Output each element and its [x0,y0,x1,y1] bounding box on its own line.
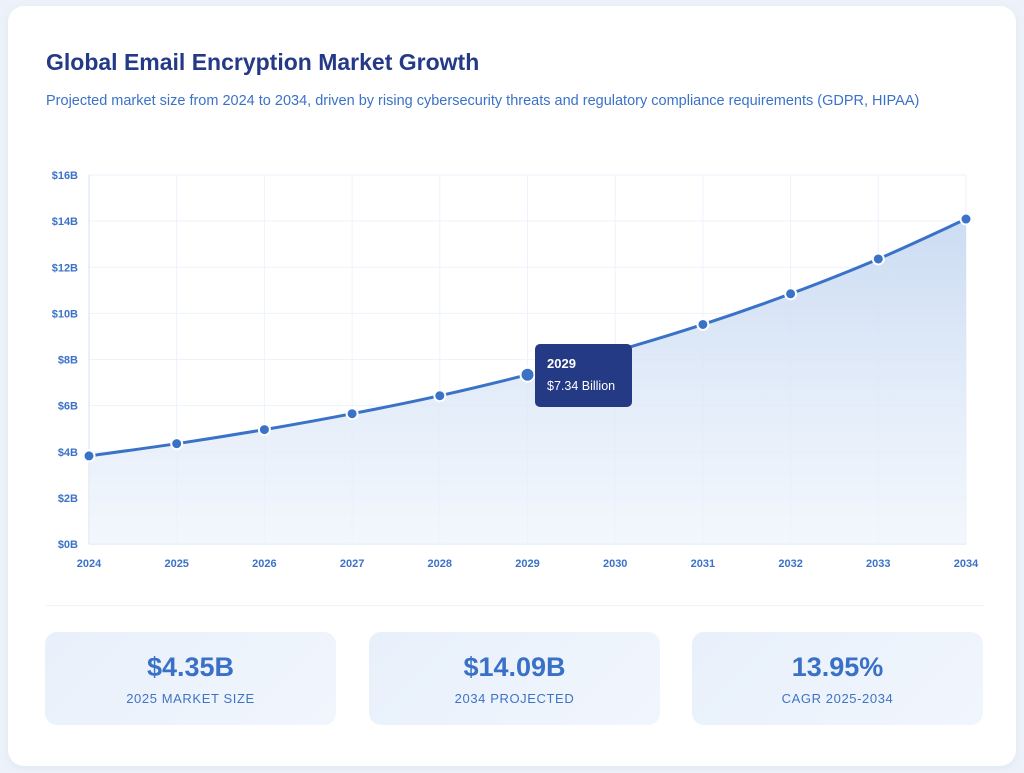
page-title: Global Email Encryption Market Growth [46,49,480,75]
x-tick-label: 2026 [252,558,276,570]
tooltip-year: 2029 [547,356,576,371]
divider [46,605,984,606]
x-tick-label: 2033 [866,558,890,570]
x-tick-label: 2034 [954,558,979,570]
x-tick-label: 2032 [778,558,802,570]
y-tick-label: $0B [58,539,78,551]
y-tick-label: $8B [58,355,78,367]
x-tick-label: 2025 [164,558,188,570]
market-growth-chart: $0B $2B $4B $6B $8B $10B $12B $14B $16B 2024 2025… [52,170,979,570]
data-point [433,389,447,403]
y-tick-label: $4B [58,447,78,459]
stat-label: 2034 PROJECTED [454,691,575,706]
y-tick-label: $12B [52,262,78,274]
data-point [257,423,271,437]
data-point [519,366,536,383]
data-point [696,317,710,331]
y-tick-label: $14B [52,216,78,228]
stat-value: 13.95% [791,652,884,682]
x-tick-label: 2024 [77,558,102,570]
y-tick-label: $6B [58,401,78,413]
y-tick-label: $2B [58,493,78,505]
data-point [871,252,885,266]
stat-card-cagr: 13.95% CAGR 2025-2034 [692,632,983,725]
stat-value: $4.35B [146,652,235,682]
tooltip-value: $7.34 Billion [547,379,616,393]
data-point [170,437,184,451]
page-subtitle: Projected market size from 2024 to 2034,… [46,93,920,109]
x-tick-label: 2028 [428,558,452,570]
data-point [82,449,96,463]
data-point [959,212,973,226]
data-point [784,287,798,301]
x-tick-label: 2030 [603,558,627,570]
stat-value: $14.09B [463,652,566,682]
x-tick-label: 2031 [691,558,715,570]
stat-card-2025-market-size: $4.35B 2025 MARKET SIZE [45,632,336,725]
tooltip: 2029 $7.34 Billion [535,344,632,407]
data-point [345,407,359,421]
y-tick-label: $10B [52,308,78,320]
x-tick-label: 2029 [515,558,539,570]
x-tick-label: 2027 [340,558,364,570]
stat-label: CAGR 2025-2034 [781,691,894,706]
stat-card-2034-projected: $14.09B 2034 PROJECTED [369,632,660,725]
y-tick-label: $16B [52,170,78,182]
stat-label: 2025 MARKET SIZE [126,691,255,706]
